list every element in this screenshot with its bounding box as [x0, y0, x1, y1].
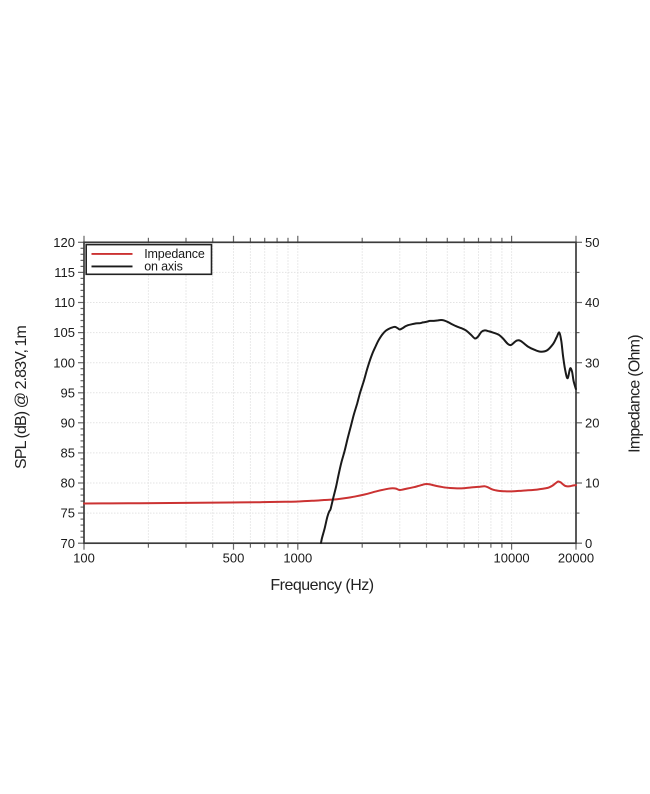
svg-text:120: 120 [53, 235, 75, 250]
svg-text:90: 90 [61, 415, 75, 430]
svg-text:40: 40 [585, 295, 599, 310]
svg-text:30: 30 [585, 355, 599, 370]
svg-text:115: 115 [54, 265, 75, 280]
svg-text:100: 100 [53, 355, 75, 370]
svg-text:Impedance (Ohm): Impedance (Ohm) [627, 335, 644, 453]
svg-text:85: 85 [61, 446, 75, 461]
svg-text:20: 20 [585, 415, 599, 430]
svg-text:75: 75 [61, 506, 75, 521]
svg-text:95: 95 [61, 385, 75, 400]
svg-text:SPL (dB) @ 2.83V, 1m: SPL (dB) @ 2.83V, 1m [13, 325, 30, 468]
svg-text:Frequency (Hz): Frequency (Hz) [270, 577, 373, 594]
svg-text:0: 0 [585, 536, 592, 551]
svg-text:105: 105 [53, 325, 75, 340]
svg-text:10000: 10000 [494, 551, 530, 566]
svg-text:50: 50 [585, 235, 599, 250]
svg-text:on axis: on axis [144, 260, 183, 274]
svg-text:100: 100 [73, 551, 95, 566]
svg-text:10: 10 [585, 476, 599, 491]
svg-text:110: 110 [54, 295, 75, 310]
svg-text:Impedance: Impedance [144, 247, 205, 261]
svg-text:1000: 1000 [283, 551, 312, 566]
svg-text:20000: 20000 [558, 551, 594, 566]
svg-text:500: 500 [223, 551, 245, 566]
svg-text:80: 80 [61, 476, 75, 491]
svg-text:70: 70 [61, 536, 75, 551]
